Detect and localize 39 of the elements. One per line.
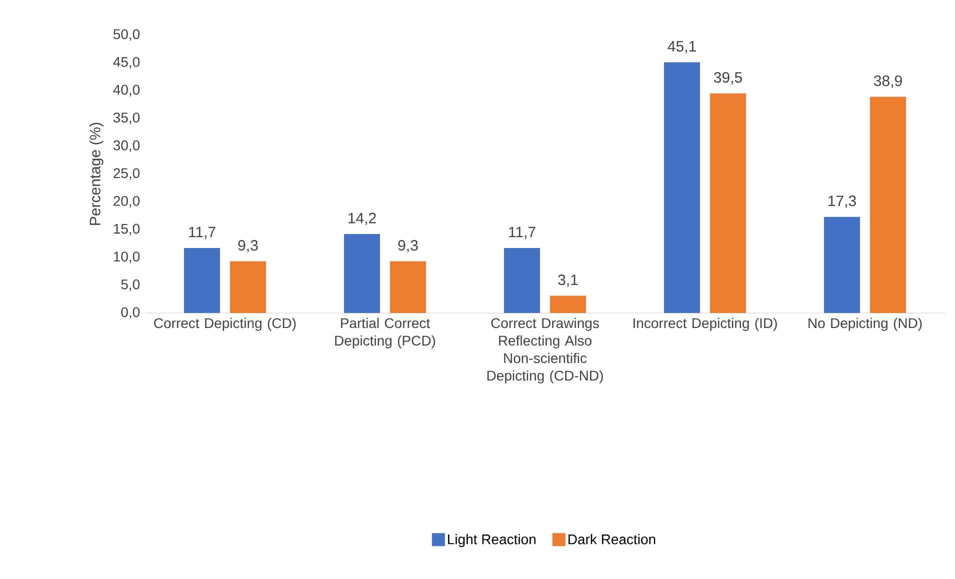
bar — [870, 96, 906, 313]
x-tick-label: Correct Depicting (CD) — [154, 318, 296, 331]
data-label: 9,3 — [398, 240, 418, 252]
y-tick-label: 40,0 — [113, 84, 140, 96]
x-tick-label: No Depicting (ND) — [808, 318, 922, 331]
bar — [504, 248, 540, 313]
y-tick-label: 10,0 — [114, 252, 140, 264]
data-label: 11,7 — [189, 226, 216, 240]
y-tick-label: 20,0 — [114, 196, 140, 208]
legend-label: Dark Reaction — [568, 534, 656, 544]
bar — [230, 261, 266, 313]
y-tick-label: 0,0 — [121, 307, 140, 319]
data-label: 17,3 — [828, 196, 856, 208]
bar — [390, 261, 426, 313]
y-tick-label: 30,0 — [113, 140, 140, 152]
data-label: 14,2 — [348, 212, 376, 226]
y-tick-label: 5,0 — [121, 279, 140, 291]
data-label: 45,1 — [668, 41, 696, 54]
legend-label: Light Reaction — [448, 534, 536, 548]
data-label: 38,9 — [874, 75, 902, 88]
y-tick-label: 50,0 — [113, 29, 140, 41]
bar — [710, 93, 746, 313]
bar — [824, 216, 860, 313]
y-tick-label: 25,0 — [114, 168, 140, 180]
x-tick-label: Partial Correct Depicting (PCD) — [335, 318, 436, 348]
data-label: 11,7 — [509, 226, 536, 240]
y-axis-title: Percentage (%) — [89, 122, 104, 225]
x-tick-label: Correct Drawings Reflecting Also Non-scientific Depicting (CD-ND) — [487, 318, 603, 384]
bar — [184, 248, 220, 313]
data-label: 3,1 — [558, 274, 578, 287]
y-tick-label: 45,0 — [113, 57, 140, 69]
data-label: 39,5 — [714, 72, 742, 85]
bar — [550, 296, 586, 313]
y-tick-label: 35,0 — [113, 112, 140, 124]
bar — [664, 62, 700, 313]
bar — [344, 234, 380, 313]
x-tick-label: Incorrect Depicting (ID) — [634, 318, 777, 331]
data-label: 9,3 — [238, 240, 258, 252]
y-tick-label: 15,0 — [114, 224, 140, 236]
